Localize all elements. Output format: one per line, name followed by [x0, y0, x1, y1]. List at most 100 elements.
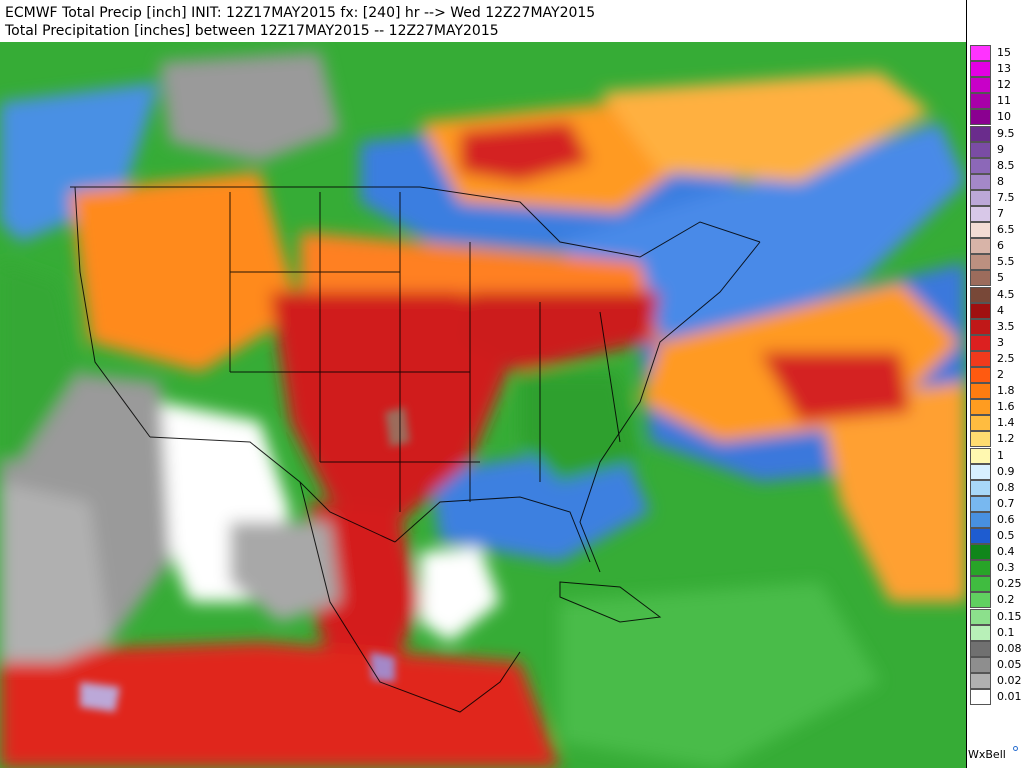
dry-pacific-gray	[0, 482, 110, 662]
cuba-outline	[559, 581, 662, 623]
wxbell-credit: WxBell	[968, 748, 1006, 761]
legend-item: 0.1	[970, 624, 1024, 641]
legend-item: 9	[970, 141, 1024, 158]
legend-item: 13	[970, 61, 1024, 78]
legend-swatch	[970, 479, 991, 496]
legend-swatch	[970, 350, 991, 367]
legend-label: 0.2	[997, 593, 1015, 607]
legend-swatch	[970, 640, 991, 657]
legend-swatch	[970, 656, 991, 673]
legend-item: 0.08	[970, 640, 1024, 657]
legend-swatch	[970, 544, 991, 561]
legend-swatch	[970, 511, 991, 528]
legend-swatch	[970, 431, 991, 448]
legend-label: 4	[997, 303, 1004, 317]
legend-label: 1.8	[997, 384, 1015, 398]
legend-swatch	[970, 689, 991, 705]
legend-item: 0.5	[970, 528, 1024, 544]
legend-item: 2	[970, 367, 1024, 383]
legend-label: 12	[997, 78, 1011, 92]
legend-label: 8	[997, 174, 1004, 188]
gulf-coastline	[394, 496, 591, 563]
legend-item: 8	[970, 173, 1024, 190]
legend-swatch	[970, 302, 991, 319]
legend-item: 0.25	[970, 576, 1024, 593]
legend-swatch	[970, 173, 991, 190]
precip-blue-northeast-band	[560, 122, 966, 342]
legend-label: 5.5	[997, 255, 1015, 269]
legend-label: 15	[997, 46, 1011, 59]
legend-label: 1.4	[997, 416, 1015, 430]
legend-swatch	[970, 61, 991, 78]
legend-swatch	[970, 576, 991, 593]
legend-swatch	[970, 45, 991, 61]
legend-item: 3	[970, 334, 1024, 351]
legend-label: 4.5	[997, 287, 1015, 301]
legend-swatch	[970, 238, 991, 255]
legend-item: 0.6	[970, 511, 1024, 528]
legend-item: 4.5	[970, 286, 1024, 303]
legend-item: 4	[970, 302, 1024, 319]
legend-label: 2	[997, 368, 1004, 381]
wxbell-logo-icon	[1013, 746, 1018, 751]
legend-swatch	[970, 592, 991, 609]
legend-label: 1.6	[997, 400, 1015, 414]
legend-item: 0.15	[970, 608, 1024, 625]
dry-gulf-white	[420, 547, 500, 642]
legend-swatch	[970, 109, 991, 126]
legend-item: 1.8	[970, 383, 1024, 400]
legend-swatch	[970, 447, 991, 464]
precip-purple-pacific	[80, 682, 120, 712]
legend-label: 10	[997, 110, 1011, 124]
state-line-rockies	[229, 192, 401, 512]
legend-label: 2.5	[997, 351, 1015, 365]
legend-swatch	[970, 528, 991, 544]
state-line-plains	[230, 271, 480, 463]
legend-item: 6.5	[970, 222, 1024, 239]
legend-label: 0.6	[997, 512, 1015, 526]
legend-swatch	[970, 189, 991, 206]
legend-item: 10	[970, 109, 1024, 126]
legend-item: 0.8	[970, 479, 1024, 496]
legend-item: 11	[970, 93, 1024, 110]
precip-green-southeast	[520, 372, 640, 482]
legend-item: 0.3	[970, 560, 1024, 577]
precip-purple-mexico	[370, 652, 395, 682]
legend-item: 0.4	[970, 544, 1024, 561]
precip-red-ohio	[460, 292, 660, 372]
precip-red-plains-core	[270, 292, 520, 522]
legend-swatch	[970, 318, 991, 335]
precip-red-pacific-south	[0, 642, 560, 768]
legend-item: 1	[970, 447, 1024, 464]
legend-label: 5	[997, 271, 1004, 285]
legend-item: 15	[970, 45, 1024, 61]
us-canada-border	[70, 186, 761, 258]
dry-mexico-gray	[230, 522, 340, 622]
legend-label: 0.08	[997, 641, 1022, 655]
precip-legend: 15 13 12 11 10 9.5 9 8.5 8 7.5 7 6.5 6 5.5 5 4.5 4 3.5 3 2.…	[966, 0, 1024, 768]
precip-red-canada-core	[460, 122, 590, 182]
legend-swatch	[970, 399, 991, 416]
precipitation-map	[0, 42, 966, 768]
legend-swatch	[970, 383, 991, 400]
legend-swatch	[970, 334, 991, 351]
legend-label: 3	[997, 335, 1004, 349]
legend-label: 6.5	[997, 223, 1015, 237]
legend-label: 1.2	[997, 432, 1015, 446]
legend-item: 0.7	[970, 495, 1024, 512]
legend-label: 0.02	[997, 673, 1022, 687]
legend-item: 12	[970, 77, 1024, 94]
legend-label: 0.1	[997, 625, 1015, 639]
legend-swatch	[970, 463, 991, 480]
precip-purple-texas	[385, 407, 410, 447]
legend-item: 5	[970, 270, 1024, 287]
legend-label: 7.5	[997, 190, 1015, 204]
precip-red-atlantic	[760, 352, 910, 422]
legend-item: 1.6	[970, 399, 1024, 416]
legend-swatch	[970, 672, 991, 689]
legend-label: 7	[997, 207, 1004, 220]
chart-subtitle: Total Precipitation [inches] between 12Z…	[5, 23, 499, 39]
precip-red-mexico	[310, 502, 420, 692]
legend-swatch	[970, 495, 991, 512]
legend-label: 0.3	[997, 561, 1015, 575]
